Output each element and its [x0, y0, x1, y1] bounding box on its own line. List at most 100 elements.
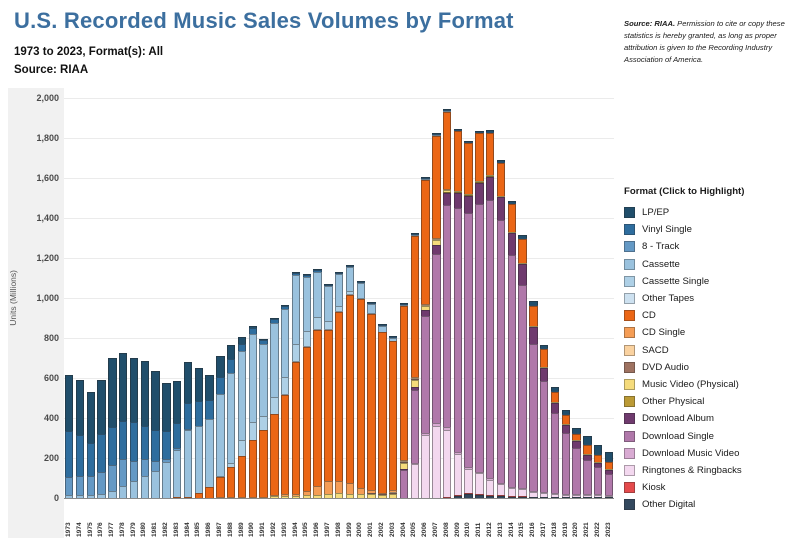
bar-segment[interactable] — [388, 492, 398, 494]
legend-item-ringtones-ringbacks[interactable]: Ringtones & Ringbacks — [624, 462, 796, 479]
bar-segment[interactable] — [410, 463, 419, 464]
bar-segment[interactable] — [550, 492, 560, 494]
bar-segment[interactable] — [583, 453, 592, 455]
bar-2013[interactable] — [496, 159, 506, 498]
bar-segment[interactable] — [604, 470, 614, 474]
bar-segment[interactable] — [572, 441, 581, 448]
bar-segment[interactable] — [388, 337, 398, 342]
bar-segment[interactable] — [399, 462, 409, 470]
bar-segment[interactable] — [432, 134, 441, 136]
bar-1981[interactable] — [151, 370, 160, 498]
bar-segment[interactable] — [345, 494, 355, 498]
bar-segment[interactable] — [313, 269, 322, 271]
bar-segment[interactable] — [421, 179, 430, 304]
bar-segment[interactable] — [356, 298, 365, 300]
legend-item-cd-single[interactable]: CD Single — [624, 324, 796, 341]
bar-segment[interactable] — [151, 460, 160, 471]
bar-segment[interactable] — [378, 494, 387, 496]
bar-segment[interactable] — [313, 494, 322, 498]
bar-segment[interactable] — [388, 336, 398, 338]
bar-segment[interactable] — [561, 424, 571, 426]
bar-segment[interactable] — [140, 458, 149, 476]
bar-segment[interactable] — [302, 276, 311, 332]
bar-segment[interactable] — [345, 266, 355, 292]
bar-2004[interactable] — [399, 303, 409, 498]
bar-segment[interactable] — [334, 311, 344, 482]
bar-segment[interactable] — [172, 423, 182, 449]
bar-segment[interactable] — [572, 433, 581, 441]
bar-segment[interactable] — [399, 305, 409, 307]
bar-segment[interactable] — [86, 391, 95, 444]
bar-segment[interactable] — [237, 440, 247, 456]
bar-segment[interactable] — [464, 494, 473, 498]
bar-segment[interactable] — [378, 325, 387, 327]
bar-segment[interactable] — [334, 305, 344, 311]
bar-2007[interactable] — [432, 132, 441, 498]
bar-segment[interactable] — [259, 416, 268, 431]
bar-segment[interactable] — [421, 315, 430, 434]
bar-segment[interactable] — [334, 274, 344, 306]
bar-segment[interactable] — [378, 326, 387, 333]
bar-segment[interactable] — [496, 496, 506, 498]
bar-1987[interactable] — [216, 355, 225, 498]
bar-segment[interactable] — [151, 470, 160, 498]
bar-segment[interactable] — [594, 454, 603, 462]
bar-segment[interactable] — [561, 414, 571, 425]
bar-segment[interactable] — [259, 340, 268, 345]
bar-segment[interactable] — [345, 291, 355, 295]
bar-segment[interactable] — [486, 130, 495, 132]
bar-1988[interactable] — [226, 344, 236, 498]
bar-segment[interactable] — [432, 425, 441, 498]
bar-segment[interactable] — [237, 343, 247, 352]
bar-segment[interactable] — [205, 418, 214, 488]
bar-segment[interactable] — [464, 469, 473, 493]
bar-segment[interactable] — [291, 271, 301, 273]
bar-segment[interactable] — [280, 305, 290, 307]
bar-segment[interactable] — [442, 188, 452, 190]
bar-2010[interactable] — [464, 141, 473, 498]
bar-segment[interactable] — [129, 461, 139, 482]
bar-segment[interactable] — [410, 233, 419, 235]
bar-segment[interactable] — [453, 190, 463, 193]
bar-segment[interactable] — [108, 465, 117, 491]
bar-segment[interactable] — [75, 475, 85, 495]
bar-segment[interactable] — [529, 304, 538, 306]
bar-segment[interactable] — [108, 427, 117, 466]
bar-segment[interactable] — [410, 377, 419, 379]
bar-segment[interactable] — [118, 459, 128, 486]
bar-segment[interactable] — [226, 462, 236, 468]
bar-segment[interactable] — [280, 495, 290, 498]
bar-segment[interactable] — [464, 142, 473, 144]
bar-segment[interactable] — [550, 412, 560, 493]
bar-segment[interactable] — [172, 448, 182, 450]
bar-segment[interactable] — [486, 175, 495, 177]
bar-segment[interactable] — [388, 494, 398, 498]
bar-segment[interactable] — [237, 455, 247, 497]
bar-segment[interactable] — [410, 380, 419, 387]
bar-segment[interactable] — [97, 472, 106, 494]
bar-segment[interactable] — [540, 380, 549, 492]
bar-segment[interactable] — [486, 479, 495, 495]
bar-segment[interactable] — [507, 232, 517, 234]
legend-item-sacd[interactable]: SACD — [624, 342, 796, 359]
bar-segment[interactable] — [259, 430, 268, 497]
bar-segment[interactable] — [75, 494, 85, 498]
legend-item-dvd-audio[interactable]: DVD Audio — [624, 359, 796, 376]
bar-segment[interactable] — [259, 344, 268, 417]
bar-segment[interactable] — [594, 444, 603, 454]
bar-segment[interactable] — [280, 306, 290, 310]
bar-segment[interactable] — [572, 428, 581, 433]
bar-segment[interactable] — [572, 494, 581, 497]
bar-segment[interactable] — [421, 178, 430, 180]
bar-segment[interactable] — [464, 143, 473, 194]
bar-segment[interactable] — [367, 490, 376, 494]
bar-segment[interactable] — [302, 273, 311, 275]
bar-segment[interactable] — [399, 459, 409, 461]
bar-segment[interactable] — [518, 489, 527, 496]
bar-segment[interactable] — [345, 264, 355, 266]
bar-segment[interactable] — [583, 444, 592, 454]
bar-segment[interactable] — [226, 372, 236, 463]
bar-segment[interactable] — [529, 326, 538, 345]
bar-segment[interactable] — [291, 344, 301, 361]
bar-segment[interactable] — [507, 233, 517, 255]
